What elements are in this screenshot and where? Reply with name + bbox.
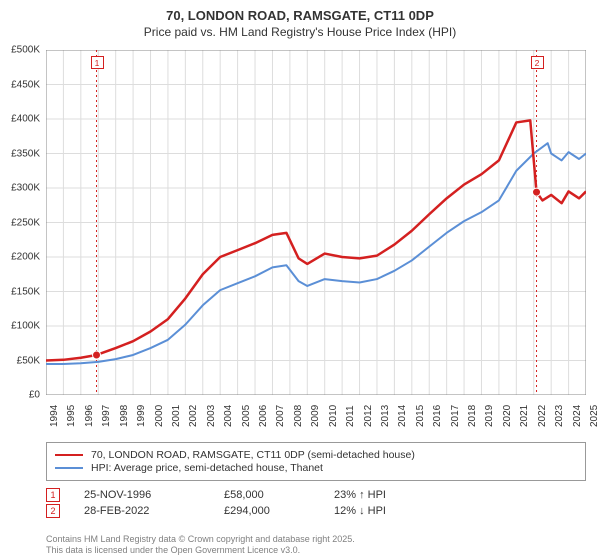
x-tick-label: 1995 [66, 405, 77, 427]
x-axis-labels: 1994 1995 1996 1997 1998 1999 2000 2001 2002 2003… [46, 397, 586, 437]
x-tick-label: 2016 [432, 405, 443, 427]
x-tick-label: 2004 [223, 405, 234, 427]
transaction-date: 25-NOV-1996 [84, 489, 224, 501]
x-tick-label: 2002 [188, 405, 199, 427]
y-tick-label: £150K [11, 286, 40, 297]
legend-label-price-paid: 70, LONDON ROAD, RAMSGATE, CT11 0DP (sem… [91, 449, 415, 461]
y-tick-label: £200K [11, 252, 40, 263]
attribution-text: Contains HM Land Registry data © Crown c… [46, 534, 586, 557]
x-tick-label: 2019 [484, 405, 495, 427]
x-tick-label: 2007 [275, 405, 286, 427]
y-tick-label: £50K [17, 355, 40, 366]
transaction-marker-small: 1 [46, 488, 60, 502]
x-tick-label: 2013 [380, 405, 391, 427]
x-tick-label: 1996 [84, 405, 95, 427]
y-tick-label: £450K [11, 79, 40, 90]
y-tick-label: £100K [11, 321, 40, 332]
transaction-price: £294,000 [224, 505, 334, 517]
chart-plot-area: 12 [46, 50, 586, 395]
y-tick-label: £500K [11, 45, 40, 56]
x-tick-label: 2024 [572, 405, 583, 427]
transaction-list: 1 25-NOV-1996£58,00023% ↑ HPI 2 28-FEB-2022… [46, 486, 586, 520]
attribution-line1: Contains HM Land Registry data © Crown c… [46, 534, 586, 545]
x-tick-label: 2000 [154, 405, 165, 427]
chart-svg [46, 50, 586, 395]
legend-swatch-hpi [55, 467, 83, 469]
x-tick-label: 2020 [502, 405, 513, 427]
x-tick-label: 1999 [136, 405, 147, 427]
x-tick-label: 2022 [537, 405, 548, 427]
x-tick-label: 2011 [345, 405, 356, 427]
transaction-marker: 1 [91, 56, 104, 69]
y-tick-label: £250K [11, 217, 40, 228]
x-tick-label: 2008 [293, 405, 304, 427]
x-tick-label: 2021 [519, 405, 530, 427]
attribution-line2: This data is licensed under the Open Gov… [46, 545, 586, 556]
transaction-row: 1 25-NOV-1996£58,00023% ↑ HPI [46, 488, 586, 502]
chart-title-block: 70, LONDON ROAD, RAMSGATE, CT11 0DP Pric… [0, 0, 600, 43]
x-tick-label: 2003 [206, 405, 217, 427]
legend-label-hpi: HPI: Average price, semi-detached house,… [91, 462, 323, 474]
x-tick-label: 2010 [328, 405, 339, 427]
x-tick-label: 1997 [101, 405, 112, 427]
transaction-delta: 23% ↑ HPI [334, 489, 586, 501]
transaction-date: 28-FEB-2022 [84, 505, 224, 517]
y-tick-label: £400K [11, 114, 40, 125]
x-tick-label: 2005 [241, 405, 252, 427]
x-tick-label: 2001 [171, 405, 182, 427]
legend-swatch-price-paid [55, 454, 83, 456]
x-tick-label: 2025 [589, 405, 600, 427]
x-tick-label: 2015 [415, 405, 426, 427]
x-tick-label: 2012 [363, 405, 374, 427]
y-tick-label: £0 [29, 390, 40, 401]
title-address: 70, LONDON ROAD, RAMSGATE, CT11 0DP [0, 8, 600, 23]
x-tick-label: 2023 [554, 405, 565, 427]
transaction-row: 2 28-FEB-2022£294,00012% ↓ HPI [46, 504, 586, 518]
title-subtitle: Price paid vs. HM Land Registry's House … [0, 25, 600, 39]
y-tick-label: £300K [11, 183, 40, 194]
x-tick-label: 2014 [397, 405, 408, 427]
y-axis-labels: £0£50K£100K£150K£200K£250K£300K£350K£400… [0, 50, 44, 395]
x-tick-label: 2009 [310, 405, 321, 427]
x-tick-label: 2006 [258, 405, 269, 427]
y-tick-label: £350K [11, 148, 40, 159]
transaction-price: £58,000 [224, 489, 334, 501]
legend-row-hpi: HPI: Average price, semi-detached house,… [55, 462, 577, 474]
x-tick-label: 1998 [119, 405, 130, 427]
legend-box: 70, LONDON ROAD, RAMSGATE, CT11 0DP (sem… [46, 442, 586, 481]
x-tick-label: 1994 [49, 405, 60, 427]
x-tick-label: 2018 [467, 405, 478, 427]
legend-row-price-paid: 70, LONDON ROAD, RAMSGATE, CT11 0DP (sem… [55, 449, 577, 461]
x-tick-label: 2017 [450, 405, 461, 427]
transaction-marker: 2 [531, 56, 544, 69]
transaction-marker-small: 2 [46, 504, 60, 518]
transaction-delta: 12% ↓ HPI [334, 505, 586, 517]
